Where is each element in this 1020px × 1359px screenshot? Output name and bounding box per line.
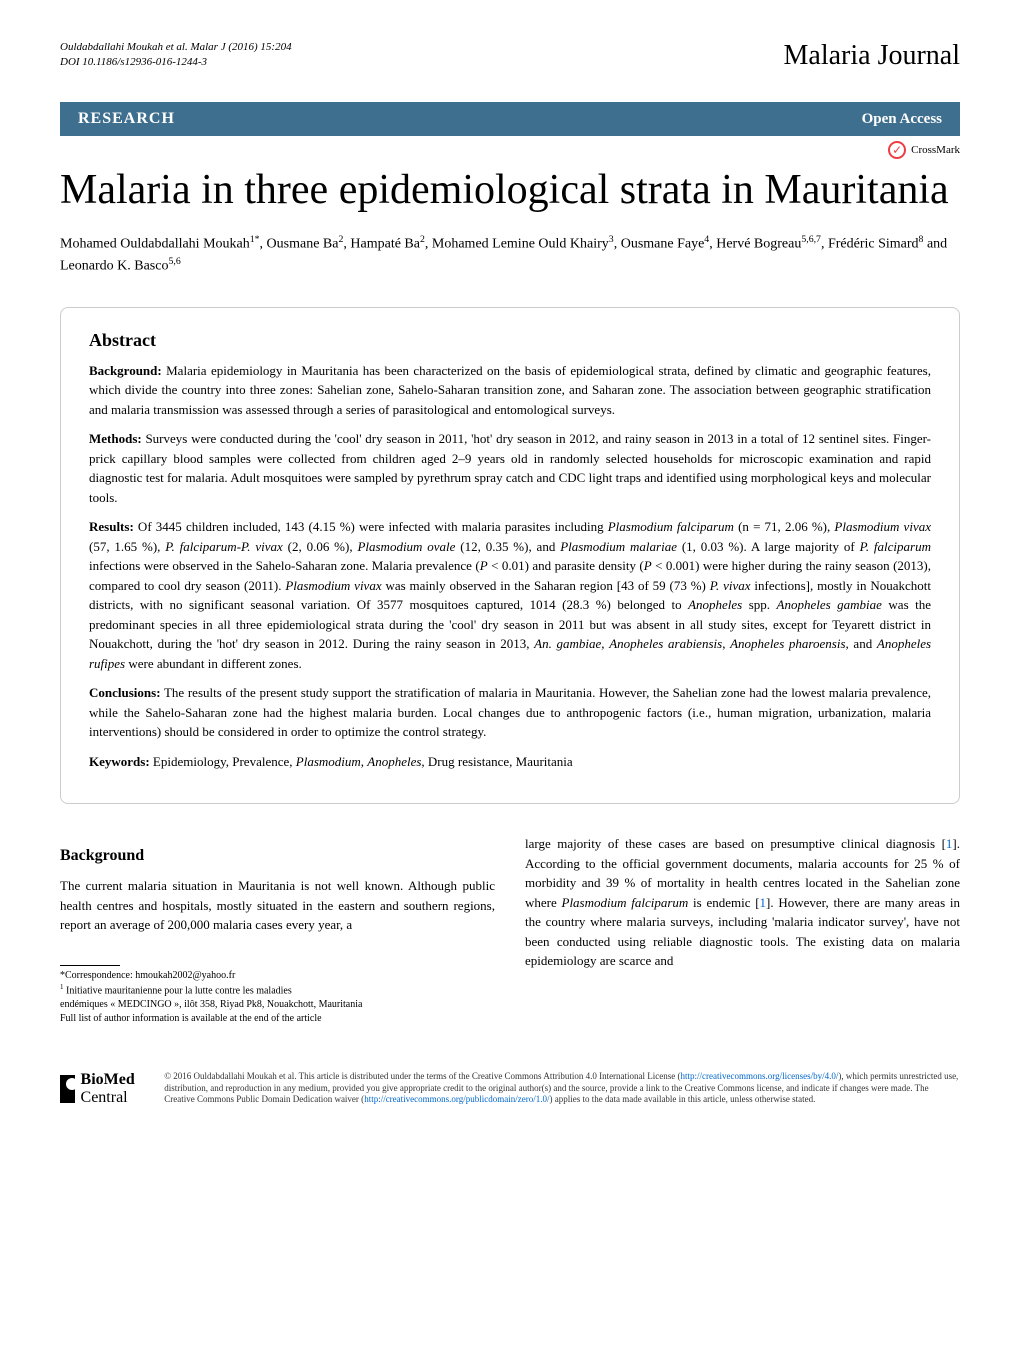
keywords-label: Keywords: (89, 754, 150, 769)
abstract-methods: Methods: Surveys were conducted during t… (89, 429, 931, 507)
crossmark-text[interactable]: CrossMark (911, 144, 960, 156)
central-label: Central (81, 1089, 128, 1106)
background-body-right: large majority of these cases are based … (525, 834, 960, 971)
footer: BioMed Central © 2016 Ouldabdallahi Mouk… (60, 1056, 960, 1107)
biomed-logo: BioMed Central (60, 1071, 144, 1107)
abstract-conclusions: Conclusions: The results of the present … (89, 683, 931, 742)
conclusions-text: The results of the present study support… (89, 685, 931, 739)
cc-license-link[interactable]: http://creativecommons.org/licenses/by/4… (681, 1071, 839, 1081)
background-text: Malaria epidemiology in Mauritania has b… (89, 363, 931, 417)
background-label: Background: (89, 363, 162, 378)
crossmark-row: ✓ CrossMark (60, 141, 960, 159)
abstract-keywords: Keywords: Epidemiology, Prevalence, Plas… (89, 752, 931, 772)
body-columns: Background The current malaria situation… (60, 834, 960, 1026)
citation-block: Ouldabdallahi Moukah et al. Malar J (201… (60, 40, 292, 71)
journal-name: Malaria Journal (784, 40, 961, 72)
biomed-label: BioMed (81, 1071, 135, 1088)
article-title: Malaria in three epidemiological strata … (60, 167, 960, 213)
correspondence-affil: 1 Initiative mauritanienne pour la lutte… (60, 983, 495, 998)
background-heading: Background (60, 844, 495, 868)
research-label: RESEARCH (78, 110, 175, 128)
left-column: Background The current malaria situation… (60, 834, 495, 1026)
doi-line: DOI 10.1186/s12936-016-1244-3 (60, 55, 292, 70)
methods-text: Surveys were conducted during the 'cool'… (89, 431, 931, 505)
right-column: large majority of these cases are based … (525, 834, 960, 1026)
correspondence-block: *Correspondence: hmoukah2002@yahoo.fr 1 … (60, 965, 495, 1026)
license-text: © 2016 Ouldabdallahi Moukah et al. This … (164, 1071, 960, 1106)
abstract-heading: Abstract (89, 330, 931, 351)
biomed-icon (60, 1075, 75, 1103)
abstract-background: Background: Malaria epidemiology in Maur… (89, 361, 931, 420)
conclusions-label: Conclusions: (89, 685, 161, 700)
correspondence-addr: endémiques « MEDCINGO », ilôt 358, Riyad… (60, 998, 495, 1012)
cc-zero-link[interactable]: http://creativecommons.org/publicdomain/… (364, 1094, 549, 1104)
citation-line: Ouldabdallahi Moukah et al. Malar J (201… (60, 40, 292, 55)
abstract-box: Abstract Background: Malaria epidemiolog… (60, 307, 960, 805)
abstract-results: Results: Of 3445 children included, 143 … (89, 517, 931, 673)
correspondence-note: Full list of author information is avail… (60, 1012, 495, 1026)
open-access-label: Open Access (862, 111, 942, 128)
biomed-text: BioMed Central (81, 1071, 145, 1107)
methods-label: Methods: (89, 431, 142, 446)
correspondence-email: *Correspondence: hmoukah2002@yahoo.fr (60, 969, 495, 983)
crossmark-icon[interactable]: ✓ (888, 141, 906, 159)
page-header: Ouldabdallahi Moukah et al. Malar J (201… (60, 40, 960, 72)
research-bar: RESEARCH Open Access (60, 102, 960, 136)
results-label: Results: (89, 519, 134, 534)
background-body-left: The current malaria situation in Maurita… (60, 876, 495, 935)
author-list: Mohamed Ouldabdallahi Moukah1*, Ousmane … (60, 233, 960, 276)
